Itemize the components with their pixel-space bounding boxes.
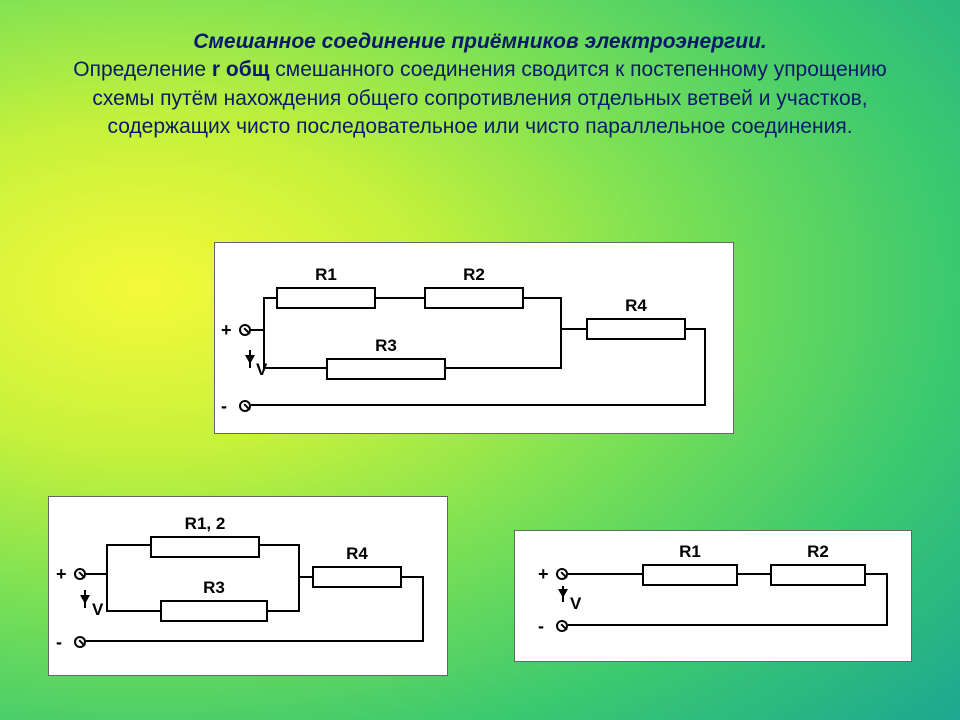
circuit-bottom-left-wire <box>298 544 300 612</box>
circuit-bottom-left-wire <box>106 544 150 546</box>
circuit-top-wire <box>263 367 326 369</box>
title-body: Определение r общ смешанного соединения … <box>70 56 890 141</box>
circuit-top-resistor-label: R1 <box>276 265 376 285</box>
circuit-top-wire <box>251 404 706 406</box>
circuit-bottom-left-resistor-label: R1, 2 <box>150 514 260 534</box>
circuit-bottom-right-terminal <box>556 568 568 580</box>
circuit-bottom-left-terminal <box>74 568 86 580</box>
circuit-bottom-left-wire <box>268 610 300 612</box>
circuit-bottom-left-v-label: V <box>92 600 103 620</box>
circuit-bottom-left-wire <box>86 640 424 642</box>
circuit-bottom-right-resistor <box>642 564 738 586</box>
circuit-top-resistor <box>586 318 686 340</box>
title-bold: Смешанное соединение приёмников электроэ… <box>70 28 890 56</box>
circuit-bottom-right-wire <box>886 573 888 626</box>
circuit-bottom-right-resistor-label: R2 <box>770 542 866 562</box>
circuit-top-resistor-label: R2 <box>424 265 524 285</box>
circuit-top-resistor <box>424 287 524 309</box>
circuit-top-v-arrow <box>249 350 251 368</box>
circuit-top-terminal <box>239 400 251 412</box>
circuit-top-wire <box>704 328 706 406</box>
circuit-bottom-right-wire <box>866 573 888 575</box>
circuit-bottom-right-terminal <box>556 620 568 632</box>
circuit-top-sign: + <box>221 320 232 341</box>
circuit-bottom-left-wire <box>106 544 108 612</box>
circuit-bottom-left-sign: + <box>56 564 67 585</box>
circuit-bottom-left-resistor <box>312 566 402 588</box>
circuit-top-resistor <box>276 287 376 309</box>
circuit-top-terminal <box>239 324 251 336</box>
circuit-bottom-left-wire <box>422 576 424 642</box>
circuit-top-wire <box>524 297 562 299</box>
circuit-top-wire <box>263 297 277 299</box>
circuit-top-wire <box>263 297 265 369</box>
circuit-bottom-right-wire <box>738 573 770 575</box>
circuit-top-wire <box>560 328 586 330</box>
circuit-bottom-left-sign: - <box>56 632 62 653</box>
circuit-bottom-right-resistor-label: R1 <box>642 542 738 562</box>
circuit-bottom-right-v-arrow <box>562 586 564 602</box>
circuit-top-wire <box>251 329 263 331</box>
circuit-bottom-right-wire <box>568 573 642 575</box>
circuit-bottom-left-wire <box>260 544 300 546</box>
circuit-bottom-right-sign: + <box>538 564 549 585</box>
circuit-top-wire <box>686 328 706 330</box>
circuit-top-resistor-label: R4 <box>586 296 686 316</box>
circuit-bottom-left-wire <box>402 576 424 578</box>
circuit-bottom-left-wire <box>86 573 106 575</box>
circuit-top-wire <box>446 367 562 369</box>
circuit-bottom-left-wire <box>106 610 160 612</box>
circuit-top-wire <box>376 297 424 299</box>
circuit-top-sign: - <box>221 396 227 417</box>
circuit-bottom-right-wire <box>568 624 888 626</box>
circuit-bottom-left-resistor-label: R3 <box>160 578 268 598</box>
circuit-bottom-right-resistor <box>770 564 866 586</box>
circuit-bottom-left-wire <box>298 576 312 578</box>
circuit-top-resistor <box>326 358 446 380</box>
title-block: Смешанное соединение приёмников электроэ… <box>0 0 960 141</box>
circuit-bottom-right-v-label: V <box>570 594 581 614</box>
circuit-top-wire <box>560 297 562 369</box>
circuit-bottom-right-sign: - <box>538 616 544 637</box>
circuit-bottom-left-v-arrow <box>84 590 86 608</box>
circuit-bottom-left-resistor <box>160 600 268 622</box>
circuit-top-v-label: V <box>256 360 267 380</box>
circuit-bottom-left-resistor <box>150 536 260 558</box>
circuit-bottom-left-terminal <box>74 636 86 648</box>
circuit-top-resistor-label: R3 <box>326 336 446 356</box>
circuit-bottom-left-resistor-label: R4 <box>312 544 402 564</box>
